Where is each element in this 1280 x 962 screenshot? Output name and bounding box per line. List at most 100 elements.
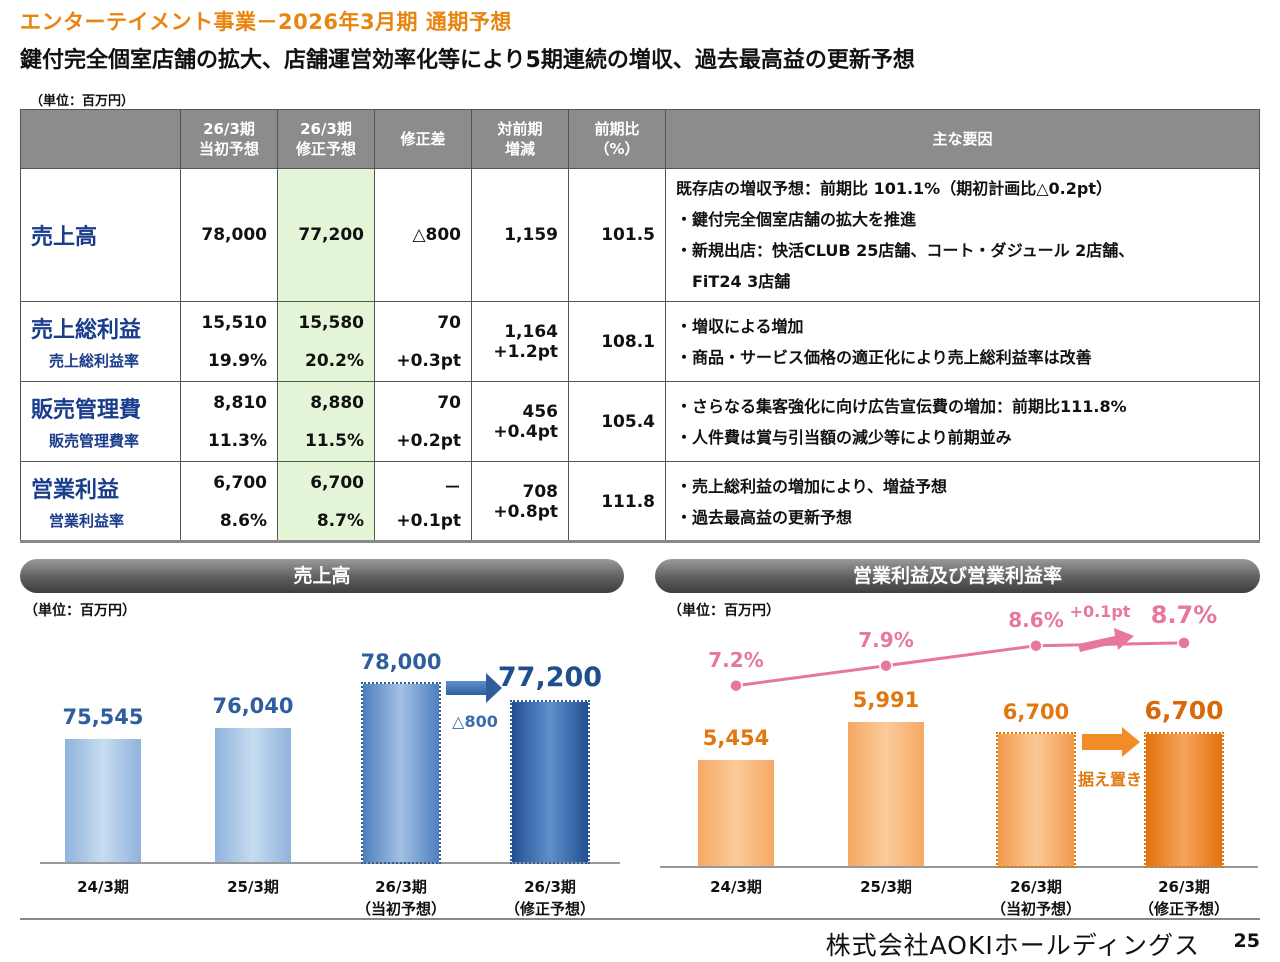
sales-axis — [40, 862, 620, 864]
gross-revised: 15,580 — [298, 312, 364, 333]
op-rate-label: 8.7% — [1150, 600, 1218, 629]
op-factor-2: ・過去最高益の更新予想 — [676, 507, 853, 527]
op-factors: ・売上総利益の増加により、増益予想 ・過去最高益の更新予想 — [665, 461, 1260, 542]
op-x-label: 24/3期 — [710, 878, 762, 896]
company-name: 株式会社AOKIホールディングス — [825, 931, 1200, 960]
op-initial: 6,700 — [213, 472, 267, 493]
row-label-op-text: 営業利益 — [31, 478, 120, 503]
row-label-sales-text: 売上高 — [31, 225, 98, 250]
sales-factor-1: 既存店の増収予想：前期比 101.1%（期初計画比△0.2pt） — [676, 179, 1112, 198]
op-diff: － — [444, 477, 461, 498]
gross-ratio: 108.1 — [568, 301, 666, 382]
op-initial-cell: 6,700 8.6% — [180, 461, 278, 542]
op-value-label: 5,991 — [852, 688, 920, 712]
table-header-row: 26/3期 当初予想 26/3期 修正予想 修正差 対前期 増減 前期比 （%）… — [20, 109, 1260, 169]
row-sublabel-sga: 販売管理費率 — [49, 432, 140, 450]
op-initial-rate: 8.6% — [219, 510, 267, 531]
sales-x-label: 26/3期 （当初予想） — [355, 878, 446, 918]
row-sublabel-op: 営業利益率 — [49, 512, 125, 530]
sga-initial-rate: 11.3% — [208, 430, 267, 451]
op-rate-label: 7.9% — [858, 627, 914, 652]
sales-bar — [510, 699, 590, 864]
sales-yoy: 1,159 — [471, 168, 569, 302]
row-label-sales: 売上高 — [20, 168, 181, 302]
op-yoy-rate: +0.8pt — [493, 501, 558, 522]
sales-ratio: 101.5 — [568, 168, 666, 302]
page-number: 25 — [1233, 930, 1260, 952]
sales-value-label: 75,545 — [62, 704, 144, 729]
sga-factors: ・さらなる集客強化に向け広告宣伝費の増加：前期比111.8% ・人件費は賞与引当… — [665, 381, 1260, 462]
op-diff-cell: － +0.1pt — [374, 461, 472, 542]
sga-diff: 70 — [437, 392, 461, 413]
op-x-label: 26/3期 （当初予想） — [990, 878, 1081, 918]
header-diff-text: 修正差 — [400, 130, 446, 148]
row-sublabel-gross: 売上総利益率 — [49, 352, 140, 370]
divider-line — [20, 540, 1260, 543]
sga-initial-cell: 8,810 11.3% — [180, 381, 278, 462]
gross-diff-cell: 70 +0.3pt — [374, 301, 472, 382]
op-chart-unit: （単位：百万円） — [668, 603, 780, 619]
sga-factor-2: ・人件費は賞与引当額の減少等により前期並み — [676, 427, 1012, 447]
gross-diff-rate: +0.3pt — [396, 350, 461, 371]
op-rate-label: 7.2% — [708, 647, 764, 672]
table-row-op: 営業利益 営業利益率 6,700 8.6% 6,700 8.7% － +0.1pt 7… — [20, 461, 1260, 542]
gross-yoy-rate: +1.2pt — [493, 341, 558, 362]
op-rate-point — [879, 658, 893, 673]
sales-value-label: 77,200 — [497, 661, 603, 693]
footer-line — [20, 918, 1260, 920]
sga-diff-cell: 70 +0.2pt — [374, 381, 472, 462]
gross-initial: 15,510 — [201, 312, 267, 333]
header-factors-text: 主な要因 — [932, 130, 993, 148]
sga-factor-1: ・さらなる集客強化に向け広告宣伝費の増加：前期比111.8% — [676, 396, 1127, 416]
op-bar — [1144, 732, 1224, 868]
gross-factors: ・増収による増加 ・商品・サービス価格の適正化により売上総利益率は改善 — [665, 301, 1260, 382]
header-initial-text: 26/3期 当初予想 — [198, 120, 259, 158]
table-row-sga: 販売管理費 販売管理費率 8,810 11.3% 8,880 11.5% 70 +0.… — [20, 381, 1260, 462]
sales-factor-3: ・新規出店：快活CLUB 25店舗、コート・ダジュール 2店舗、 — [676, 241, 1135, 260]
header-yoy-text: 対前期 増減 — [497, 120, 543, 158]
op-axis — [660, 866, 1258, 868]
op-rate-point — [1177, 636, 1191, 650]
header-ratio: 前期比 （%） — [568, 109, 666, 169]
sga-yoy-rate: +0.4pt — [493, 421, 558, 442]
gross-factor-2: ・商品・サービス価格の適正化により売上総利益率は改善 — [676, 347, 1092, 367]
op-rate-point — [729, 678, 743, 693]
op-value-label: 6,700 — [1002, 700, 1070, 724]
sales-factor-4: FiT24 3店舗 — [676, 272, 791, 291]
op-factor-1: ・売上総利益の増加により、増益予想 — [676, 476, 948, 496]
op-value-label: 6,700 — [1144, 696, 1224, 725]
header-diff: 修正差 — [374, 109, 472, 169]
sga-ratio: 105.4 — [568, 381, 666, 462]
op-rate-label: 8.6% — [1008, 607, 1064, 632]
row-label-gross: 売上総利益 売上総利益率 — [20, 301, 181, 382]
forecast-table: 26/3期 当初予想 26/3期 修正予想 修正差 対前期 増減 前期比 （%）… — [20, 109, 1260, 542]
sga-revised-rate: 11.5% — [305, 430, 364, 451]
sales-bar — [65, 738, 141, 862]
table-row-sales: 売上高 78,000 77,200 △800 1,159 101.5 既存店の増… — [20, 168, 1260, 302]
sales-factors: 既存店の増収予想：前期比 101.1%（期初計画比△0.2pt） ・鍵付完全個室… — [665, 168, 1260, 302]
op-revised-rate: 8.7% — [316, 510, 364, 531]
op-flat-arrow — [1082, 727, 1140, 757]
header-yoy: 対前期 増減 — [471, 109, 569, 169]
op-rate-arrow — [1078, 628, 1134, 652]
sales-x-label: 25/3期 — [227, 878, 279, 896]
header-blank — [20, 109, 181, 169]
sales-diff: △800 — [374, 168, 472, 302]
gross-diff: 70 — [437, 312, 461, 333]
gross-initial-cell: 15,510 19.9% — [180, 301, 278, 382]
sga-initial: 8,810 — [213, 392, 267, 413]
sales-chart-unit: （単位：百万円） — [24, 603, 136, 619]
op-yoy-cell: 708 +0.8pt — [471, 461, 569, 542]
sales-bar — [361, 682, 441, 864]
sales-diff-label: △800 — [452, 712, 498, 731]
gross-revised-rate: 20.2% — [305, 350, 364, 371]
op-rate-point — [1029, 638, 1043, 653]
op-x-label: 25/3期 — [860, 878, 912, 896]
sga-revised: 8,880 — [310, 392, 364, 413]
row-label-sga: 販売管理費 販売管理費率 — [20, 381, 181, 462]
op-revised: 6,700 — [310, 472, 364, 493]
sales-x-label: 26/3期 （修正予想） — [504, 878, 595, 918]
op-rate-diff-label: +0.1pt — [1069, 602, 1131, 621]
header-factors: 主な要因 — [665, 109, 1260, 169]
gross-yoy: 1,164 — [504, 321, 558, 342]
